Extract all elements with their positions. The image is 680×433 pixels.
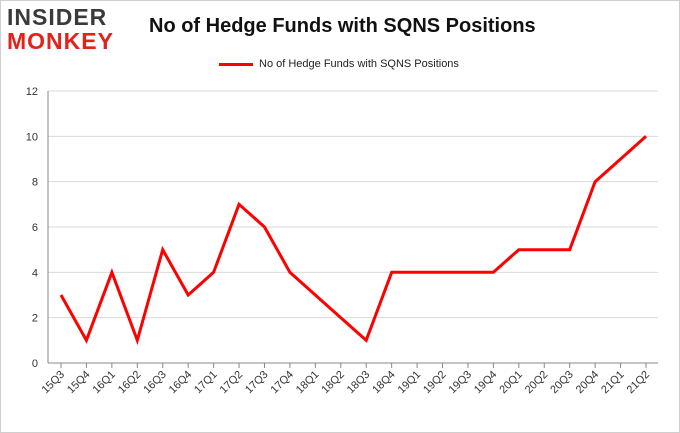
x-tick-label: 18Q1 xyxy=(294,369,322,397)
y-tick-labels: 0 2 4 6 8 10 12 xyxy=(26,86,38,370)
x-tick-label: 17Q1 xyxy=(192,369,220,397)
x-tick-label: 20Q4 xyxy=(574,369,602,397)
x-tick-label: 19Q3 xyxy=(447,369,475,397)
axes xyxy=(47,91,658,368)
x-tick-label: 18Q2 xyxy=(319,369,347,397)
x-tick-label: 21Q1 xyxy=(599,369,627,397)
x-tick-label: 20Q1 xyxy=(497,369,525,397)
legend-swatch xyxy=(219,62,253,66)
x-tick-labels: 15Q315Q416Q116Q216Q316Q417Q117Q217Q317Q4… xyxy=(40,369,653,397)
legend-label: No of Hedge Funds with SQNS Positions xyxy=(259,58,459,70)
insider-monkey-logo: INSIDER MONKEY xyxy=(7,5,131,57)
series-line xyxy=(59,135,647,346)
x-tick-label: 18Q3 xyxy=(345,369,373,397)
logo-text-bottom: MONKEY xyxy=(7,28,114,54)
x-tick-label: 15Q4 xyxy=(65,369,93,397)
series-lines xyxy=(59,135,647,346)
x-tick-label: 16Q4 xyxy=(167,369,195,397)
x-tick-label: 15Q3 xyxy=(40,369,68,397)
x-tick-label: 16Q3 xyxy=(141,369,169,397)
x-tick-label: 21Q2 xyxy=(625,369,653,397)
y-tick-label: 4 xyxy=(32,267,38,279)
x-tick-label: 17Q2 xyxy=(218,369,246,397)
y-tick-label: 0 xyxy=(32,358,38,370)
y-tick-label: 2 xyxy=(32,313,38,325)
gridlines xyxy=(48,90,658,319)
chart-legend: No of Hedge Funds with SQNS Positions xyxy=(219,57,459,71)
x-tick-label: 16Q2 xyxy=(116,369,144,397)
y-tick-label: 8 xyxy=(32,177,38,189)
y-tick-label: 10 xyxy=(26,131,38,143)
x-tick-label: 18Q4 xyxy=(370,369,398,397)
x-tick-label: 20Q2 xyxy=(523,369,551,397)
x-tick-label: 17Q3 xyxy=(243,369,271,397)
x-tick-label: 20Q3 xyxy=(548,369,576,397)
x-tick-label: 17Q4 xyxy=(269,369,297,397)
y-tick-label: 6 xyxy=(32,222,38,234)
x-tick-label: 19Q1 xyxy=(396,369,424,397)
logo-text-top: INSIDER xyxy=(7,4,108,30)
y-tick-label: 12 xyxy=(26,86,38,98)
x-tick-label: 19Q4 xyxy=(472,369,500,397)
x-tick-label: 19Q2 xyxy=(421,369,449,397)
x-tick-label: 16Q1 xyxy=(90,369,118,397)
chart-title: No of Hedge Funds with SQNS Positions xyxy=(149,15,536,37)
